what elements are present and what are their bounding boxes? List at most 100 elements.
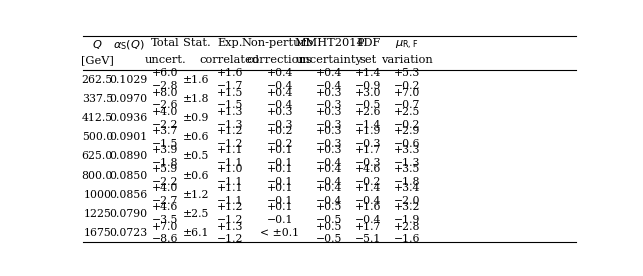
Text: −0.4: −0.4: [316, 81, 343, 91]
Text: −1.5: −1.5: [217, 100, 243, 110]
Text: Non-perturb.: Non-perturb.: [242, 38, 318, 48]
Text: −0.1: −0.1: [266, 215, 293, 225]
Text: ±0.6: ±0.6: [183, 171, 210, 181]
Text: 0.0856: 0.0856: [109, 190, 148, 200]
Text: −0.5: −0.5: [316, 234, 343, 244]
Text: ±0.9: ±0.9: [183, 113, 210, 123]
Text: −0.3: −0.3: [355, 158, 382, 168]
Text: +0.3: +0.3: [316, 126, 343, 136]
Text: +1.7: +1.7: [355, 222, 381, 232]
Text: 0.1029: 0.1029: [109, 75, 148, 85]
Text: −0.7: −0.7: [394, 100, 420, 110]
Text: 0.0890: 0.0890: [109, 151, 148, 161]
Text: −1.2: −1.2: [217, 215, 243, 225]
Text: +0.4: +0.4: [316, 183, 343, 193]
Text: +1.3: +1.3: [217, 222, 243, 232]
Text: 0.0790: 0.0790: [110, 209, 148, 219]
Text: 0.0850: 0.0850: [109, 171, 148, 181]
Text: +0.3: +0.3: [316, 107, 343, 117]
Text: +2.6: +2.6: [355, 107, 382, 117]
Text: +1.9: +1.9: [355, 126, 381, 136]
Text: uncertainty: uncertainty: [296, 55, 363, 65]
Text: ±0.5: ±0.5: [183, 151, 210, 161]
Text: +3.4: +3.4: [394, 183, 420, 193]
Text: −0.2: −0.2: [355, 177, 382, 187]
Text: +1.7: +1.7: [355, 145, 381, 155]
Text: +0.4: +0.4: [316, 68, 343, 78]
Text: +0.4: +0.4: [316, 164, 343, 174]
Text: −2.7: −2.7: [152, 196, 178, 206]
Text: +2.8: +2.8: [394, 222, 420, 232]
Text: +4.6: +4.6: [355, 164, 381, 174]
Text: +1.6: +1.6: [355, 202, 382, 213]
Text: ±2.5: ±2.5: [183, 209, 210, 219]
Text: +1.2: +1.2: [217, 202, 243, 213]
Text: +3.5: +3.5: [394, 164, 420, 174]
Text: 0.0970: 0.0970: [110, 94, 148, 104]
Text: +3.2: +3.2: [394, 202, 420, 213]
Text: 337.5: 337.5: [82, 94, 113, 104]
Text: 412.5: 412.5: [82, 113, 113, 123]
Text: −0.3: −0.3: [316, 139, 343, 149]
Text: −0.5: −0.5: [355, 100, 381, 110]
Text: MMHT2014: MMHT2014: [294, 38, 365, 48]
Text: −1.9: −1.9: [394, 215, 420, 225]
Text: −1.7: −1.7: [217, 81, 243, 91]
Text: +0.3: +0.3: [316, 145, 343, 155]
Text: 1675: 1675: [84, 228, 111, 238]
Text: ±1.8: ±1.8: [183, 94, 210, 104]
Text: −2.0: −2.0: [394, 196, 420, 206]
Text: +1.5: +1.5: [217, 87, 243, 98]
Text: −2.6: −2.6: [152, 100, 178, 110]
Text: ±1.6: ±1.6: [183, 75, 210, 85]
Text: −0.4: −0.4: [266, 100, 293, 110]
Text: +5.9: +5.9: [152, 164, 178, 174]
Text: −0.4: −0.4: [316, 196, 343, 206]
Text: 0.0936: 0.0936: [109, 113, 148, 123]
Text: +5.3: +5.3: [394, 68, 420, 78]
Text: −0.4: −0.4: [316, 177, 343, 187]
Text: corrections: corrections: [247, 55, 312, 65]
Text: +3.9: +3.9: [152, 145, 178, 155]
Text: −2.8: −2.8: [152, 81, 178, 91]
Text: +3.7: +3.7: [152, 126, 178, 136]
Text: $Q$: $Q$: [92, 38, 103, 51]
Text: −0.4: −0.4: [355, 196, 381, 206]
Text: −0.3: −0.3: [266, 120, 293, 129]
Text: +4.0: +4.0: [152, 183, 178, 193]
Text: +4.0: +4.0: [152, 107, 178, 117]
Text: −0.1: −0.1: [266, 177, 293, 187]
Text: +8.0: +8.0: [152, 87, 178, 98]
Text: −0.2: −0.2: [394, 120, 420, 129]
Text: +0.2: +0.2: [266, 126, 293, 136]
Text: −0.2: −0.2: [394, 81, 420, 91]
Text: +0.3: +0.3: [316, 87, 343, 98]
Text: 500.0: 500.0: [82, 132, 113, 142]
Text: +0.1: +0.1: [266, 145, 293, 155]
Text: −0.4: −0.4: [266, 81, 293, 91]
Text: −0.3: −0.3: [316, 120, 343, 129]
Text: −2.2: −2.2: [152, 177, 178, 187]
Text: +1.4: +1.4: [355, 68, 381, 78]
Text: −3.5: −3.5: [152, 215, 178, 225]
Text: $\mu_{\mathrm{R,F}}$: $\mu_{\mathrm{R,F}}$: [395, 38, 419, 52]
Text: +7.0: +7.0: [394, 87, 420, 98]
Text: +4.6: +4.6: [152, 202, 178, 213]
Text: +6.0: +6.0: [152, 68, 178, 78]
Text: −1.4: −1.4: [355, 120, 381, 129]
Text: −1.2: −1.2: [217, 139, 243, 149]
Text: +0.5: +0.5: [316, 222, 343, 232]
Text: −1.5: −1.5: [152, 139, 178, 149]
Text: −1.3: −1.3: [217, 120, 243, 129]
Text: +1.6: +1.6: [217, 68, 243, 78]
Text: 800.0: 800.0: [82, 171, 113, 181]
Text: +0.4: +0.4: [266, 87, 293, 98]
Text: $\alpha_{\mathrm{S}}(Q)$: $\alpha_{\mathrm{S}}(Q)$: [113, 38, 145, 52]
Text: −1.1: −1.1: [217, 177, 243, 187]
Text: −0.3: −0.3: [355, 139, 382, 149]
Text: 1225: 1225: [84, 209, 111, 219]
Text: +2.5: +2.5: [394, 107, 420, 117]
Text: +0.3: +0.3: [266, 107, 293, 117]
Text: Exp.: Exp.: [217, 38, 242, 48]
Text: −1.6: −1.6: [394, 234, 420, 244]
